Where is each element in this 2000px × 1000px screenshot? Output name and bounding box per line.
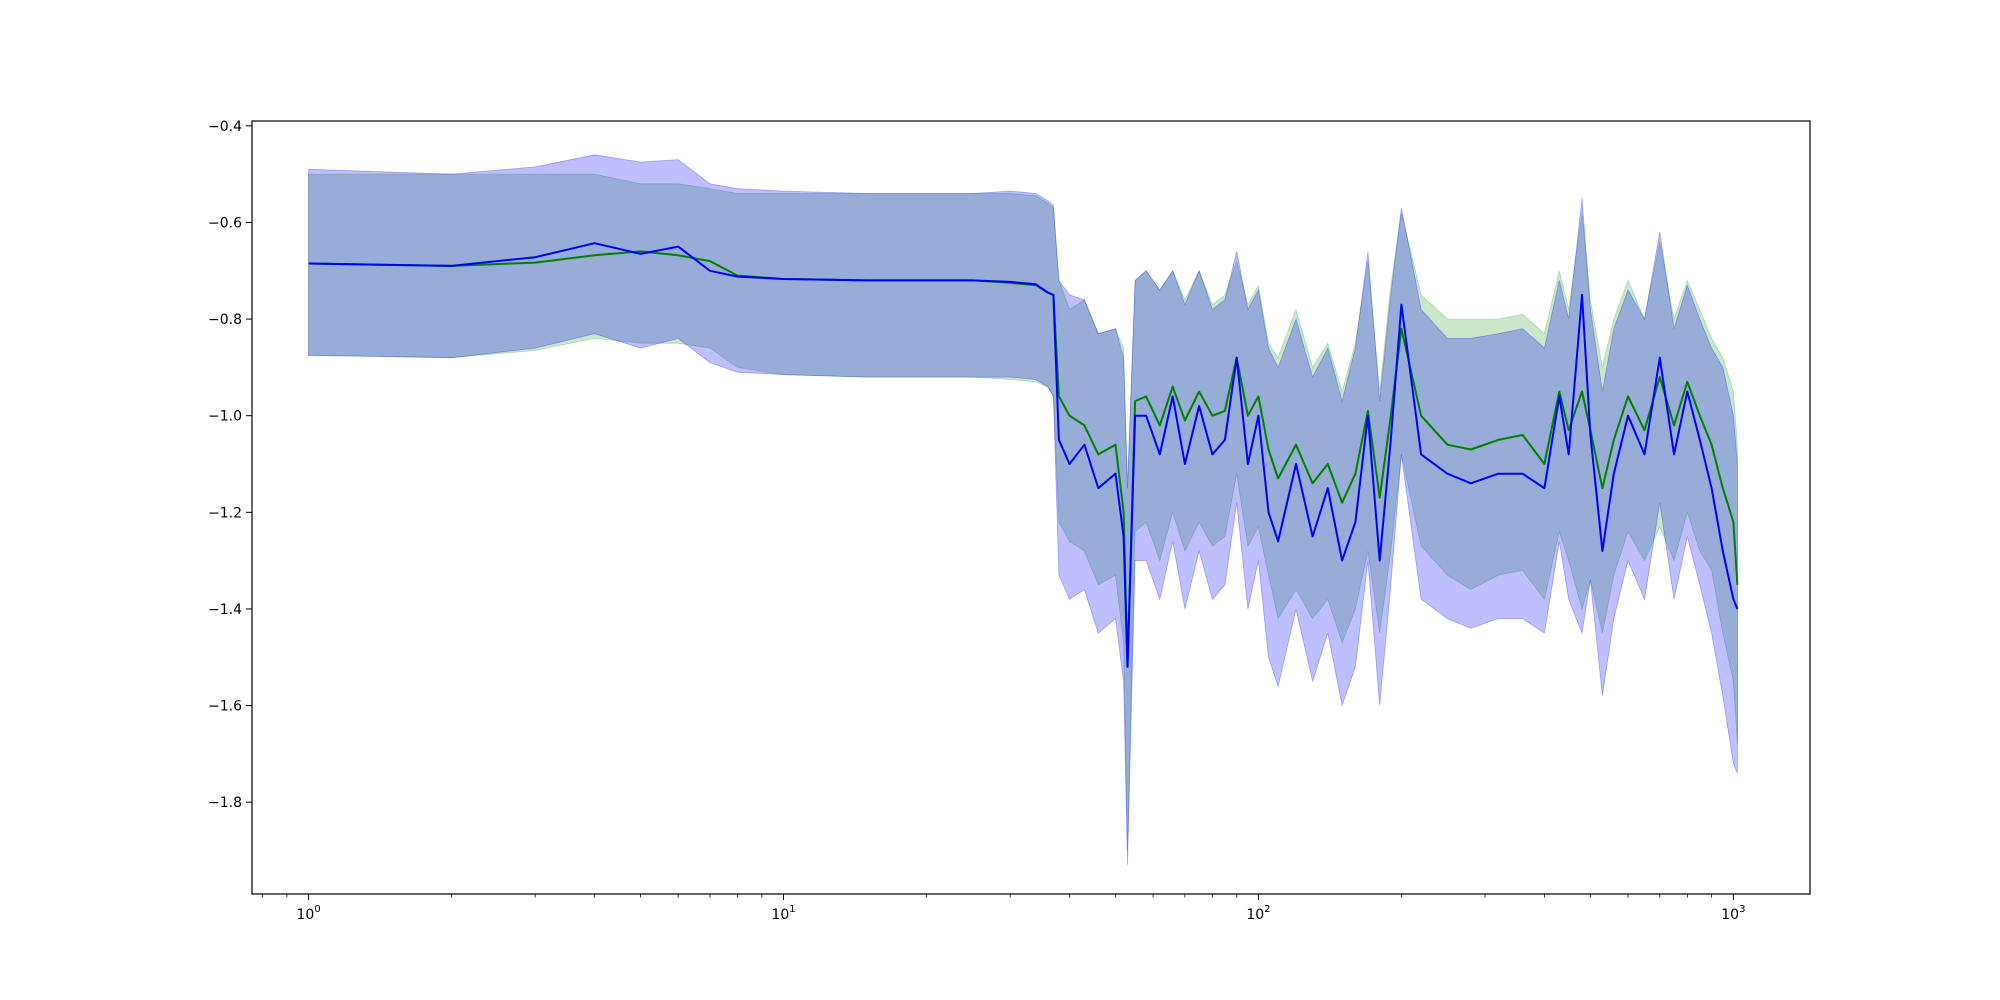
x-tick-label: 100 — [297, 904, 321, 923]
y-tick-label: −1.4 — [208, 602, 242, 618]
series-2-line — [308, 242, 1739, 668]
plot-frame — [251, 120, 1811, 895]
confidence-bands — [308, 154, 1738, 866]
x-tick-label: 103 — [1721, 904, 1745, 923]
series-2-band — [308, 154, 1738, 866]
x-tick-label: 101 — [771, 904, 795, 923]
y-tick-label: −1.6 — [208, 699, 242, 715]
series-1-band — [308, 173, 1738, 851]
y-tick-label: −0.6 — [208, 215, 242, 231]
x-tick-label: 102 — [1246, 904, 1270, 923]
y-tick-label: −0.4 — [208, 119, 242, 135]
y-tick-label: −0.8 — [208, 312, 242, 328]
x-axis: 100 101 102 103 — [262, 894, 1745, 923]
y-tick-label: −1.2 — [208, 505, 242, 521]
y-tick-label: −1.8 — [208, 795, 242, 811]
series-lines — [308, 242, 1739, 668]
y-axis: −0.4 −0.6 −0.8 −1.0 −1.2 −1.4 −1.6 −1.8 — [208, 119, 252, 811]
y-tick-label: −1.0 — [208, 409, 242, 425]
